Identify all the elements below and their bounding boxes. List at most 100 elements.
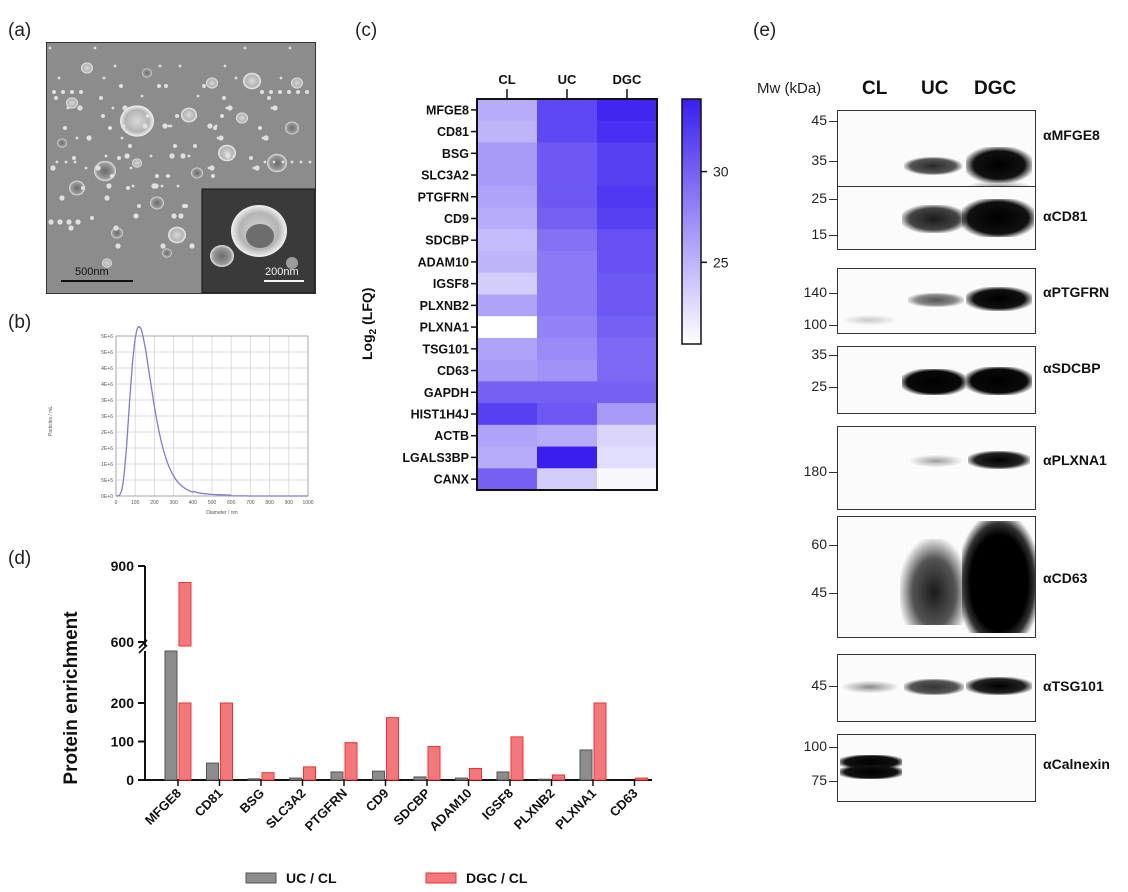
vesicle <box>236 112 248 124</box>
bar-uc <box>330 771 344 781</box>
blot-ptgfrn <box>837 268 1036 334</box>
mw-tsg101: 45 <box>811 677 827 693</box>
heatmap-cell <box>597 272 658 295</box>
heatmap-cell <box>477 99 538 122</box>
heatmap-row-label: HIST1H4J <box>411 407 469 421</box>
heatmap-cell <box>537 229 598 252</box>
heatmap-cell <box>537 207 598 230</box>
particle-dot <box>79 90 83 94</box>
heatmap-cell <box>537 272 598 295</box>
heatmap-cell <box>537 381 598 404</box>
particle-dot <box>164 84 168 88</box>
heatmap-cell <box>477 207 538 230</box>
particle-dot <box>287 90 291 94</box>
particle-dot <box>113 64 117 68</box>
particle-dot <box>267 96 271 100</box>
particle-dot <box>178 213 184 219</box>
heatmap-cell <box>477 403 538 426</box>
blot-sdcbp <box>837 346 1036 414</box>
mw-calnexin-high: 100 <box>803 738 827 754</box>
bar-ytick-label: 0 <box>126 772 134 788</box>
bar-dgc <box>510 736 524 781</box>
particle-dot <box>90 216 94 220</box>
particle-dot <box>196 94 200 98</box>
vesicle <box>206 77 218 89</box>
particle-dot <box>54 96 58 100</box>
heatmap-row-label: SLC3A2 <box>421 169 469 183</box>
particle-dot <box>269 90 273 94</box>
heatmap-cell <box>477 316 538 339</box>
particle-dot <box>209 165 215 171</box>
antibody-mfge8: αMFGE8 <box>1043 127 1100 143</box>
panel-label-e: (e) <box>753 20 777 41</box>
mw-cd81-high: 25 <box>811 190 827 206</box>
heatmap-row-label: IGSF8 <box>433 277 469 291</box>
colorbar-tick-label: 25 <box>713 254 729 270</box>
panel-label-b: (b) <box>8 312 32 333</box>
particle-dot <box>218 135 224 141</box>
bar-ylabel: Protein enrichment <box>61 611 82 785</box>
particle-dot <box>55 160 59 164</box>
particle-dot <box>75 219 81 225</box>
particle-dot <box>189 243 195 249</box>
antibody-cd81: αCD81 <box>1043 208 1088 224</box>
heatmap-row-label: ACTB <box>434 429 469 443</box>
particle-dot <box>81 186 85 190</box>
bar-xtick-label: PLXNA1 <box>552 786 599 833</box>
heatmap-row-label: LGALS3BP <box>402 451 469 465</box>
nta-ytick: 3E+6 <box>101 398 113 404</box>
lane-label-uc: UC <box>921 78 949 99</box>
particle-dot <box>124 153 130 159</box>
heatmap-row-label: TSG101 <box>422 342 469 356</box>
bar-dgc <box>593 702 607 781</box>
particle-dot <box>66 106 70 110</box>
bar-dgc <box>469 767 482 781</box>
heatmap-cell <box>597 229 658 252</box>
mw-plxna1: 180 <box>803 463 827 479</box>
bar-xtick-label: ADAM10 <box>426 786 474 834</box>
particle-dot <box>223 64 227 68</box>
particle-dot <box>93 46 97 50</box>
vesicle <box>285 121 299 135</box>
bar-dgc <box>552 774 565 781</box>
heatmap-cell <box>537 403 598 426</box>
antibody-cd63: αCD63 <box>1043 570 1088 586</box>
bar-xtick-label: IGSF8 <box>479 786 516 823</box>
particle-dot <box>149 154 153 158</box>
nta-xtick: 0 <box>115 500 118 506</box>
heatmap-cell <box>597 381 658 404</box>
legend-label-dgc: DGC / CL <box>466 870 528 886</box>
bar-uc <box>413 776 427 781</box>
nta-ytick: 0E+0 <box>101 494 113 500</box>
legend-swatch-uc <box>245 872 277 884</box>
particle-dot <box>75 136 79 140</box>
particle-dot <box>308 160 312 164</box>
particle-dot <box>48 46 52 50</box>
heatmap-row-label: MFGE8 <box>426 103 469 117</box>
heatmap-cell <box>597 164 658 187</box>
nta-xtick: 700 <box>246 500 255 506</box>
bar-uc <box>247 778 261 781</box>
particle-dot <box>68 225 74 231</box>
heatmap-cell <box>597 120 658 143</box>
heatmap-cell <box>477 446 538 469</box>
particle-dot <box>272 160 276 164</box>
bar-dgc <box>344 742 358 781</box>
heatmap-cell <box>597 446 658 469</box>
heatmap-row-label: BSG <box>442 147 469 161</box>
nta-ylabel: Particles / mL <box>48 406 54 437</box>
heatmap-row-label: PLXNB2 <box>420 299 469 313</box>
particle-dot <box>142 123 148 129</box>
heatmap-cell <box>597 359 658 382</box>
legend-swatch-dgc <box>425 872 457 884</box>
particle-dot <box>263 135 269 141</box>
heatmap-cell <box>477 164 538 187</box>
blot-cd63 <box>837 516 1036 638</box>
nta-frame <box>115 335 309 497</box>
nta-ytick: 3E+6 <box>101 414 113 420</box>
particle-dot <box>140 94 144 98</box>
particle-dot <box>111 106 115 110</box>
bar-uc <box>579 749 593 781</box>
nta-distribution-curve <box>116 326 308 497</box>
